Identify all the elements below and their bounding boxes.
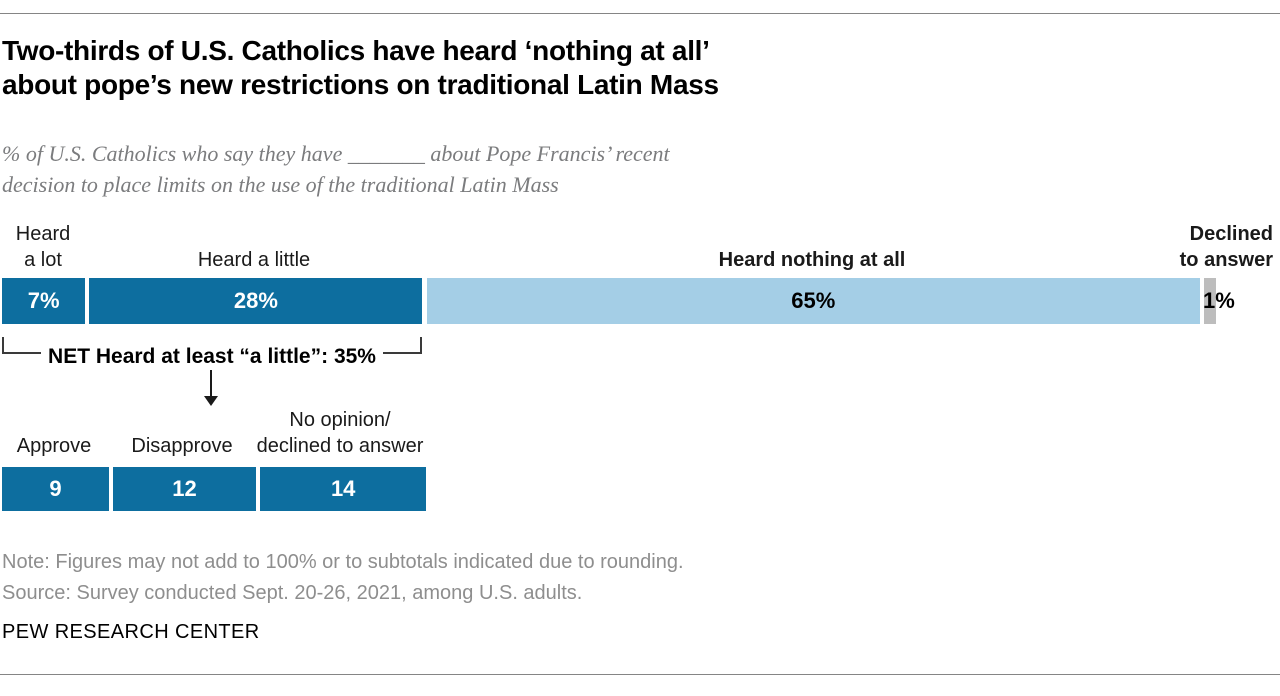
label-approve-text: Approve: [16, 435, 92, 457]
title-line-2: about pope’s new restrictions on traditi…: [2, 69, 719, 100]
page-title: Two-thirds of U.S. Catholics have heard …: [2, 34, 719, 102]
label-no-opinion-line1: No opinion/: [289, 409, 391, 431]
stacked-bar-awareness: 7% 28% 65% 1%: [2, 278, 1278, 324]
value-disapprove: 12: [172, 476, 197, 501]
label-disapprove-text: Disapprove: [131, 435, 233, 457]
bar-segment-disapprove: 12: [113, 467, 256, 511]
net-label: NET Heard at least “a little”: 35%: [48, 345, 376, 368]
label-heard-a-lot: Heard a lot: [16, 221, 70, 273]
value-heard-a-lot: 7%: [27, 288, 60, 313]
title-line-1: Two-thirds of U.S. Catholics have heard …: [2, 35, 710, 66]
label-approve: Approve: [17, 433, 92, 459]
label-disapprove: Disapprove: [131, 433, 232, 459]
bottom-divider: [0, 674, 1280, 675]
net-bracket-left-corner: [2, 337, 42, 354]
value-declined: 1%: [1203, 288, 1235, 313]
subtitle-line-1: % of U.S. Catholics who say they have __…: [2, 141, 670, 166]
brand-wordmark: PEW RESEARCH CENTER: [2, 621, 260, 643]
label-no-opinion-line2: declined to answer: [256, 435, 424, 457]
value-no-opinion: 14: [330, 476, 356, 501]
down-arrow-shaft: [210, 370, 212, 398]
label-heard-a-little-text: Heard a little: [197, 249, 311, 271]
stacked-bar-opinion: 9 12 14: [2, 467, 1278, 511]
value-heard-a-little: 28%: [233, 288, 278, 313]
top-divider: [0, 13, 1280, 14]
source-line: Source: Survey conducted Sept. 20-26, 20…: [2, 582, 583, 604]
label-heard-a-lot-line2: a lot: [24, 249, 62, 271]
bar-segment-approve: 9: [2, 467, 110, 511]
bar-segment-heard-a-little: 28%: [89, 278, 423, 324]
bar-segment-no-opinion: 14: [259, 467, 427, 511]
bar-segment-heard-a-lot: 7%: [2, 278, 86, 324]
note-line: Note: Figures may not add to 100% or to …: [2, 551, 684, 573]
label-declined-line1: Declined: [1189, 223, 1273, 245]
down-arrow-icon: [204, 396, 218, 406]
label-no-opinion: No opinion/ declined to answer: [257, 407, 424, 459]
label-declined-line2: to answer: [1179, 249, 1273, 271]
bar-segment-heard-nothing: 65%: [426, 278, 1200, 324]
label-heard-a-little: Heard a little: [198, 247, 310, 273]
value-approve: 9: [49, 476, 62, 501]
label-heard-nothing-text: Heard nothing at all: [718, 249, 906, 271]
net-bracket-right-corner: [382, 337, 423, 354]
label-heard-a-lot-line1: Heard: [15, 223, 71, 245]
footnote: Note: Figures may not add to 100% or to …: [2, 547, 684, 609]
subtitle-line-2: decision to place limits on the use of t…: [2, 172, 559, 197]
chart-subtitle: % of U.S. Catholics who say they have __…: [2, 138, 670, 200]
label-declined-to-answer: Declined to answer: [1180, 221, 1273, 273]
bar-segment-declined: 1%: [1203, 278, 1235, 324]
net-bracket: NET Heard at least “a little”: 35%: [2, 337, 423, 368]
value-heard-nothing: 65%: [791, 288, 836, 313]
label-heard-nothing-at-all: Heard nothing at all: [719, 247, 906, 273]
